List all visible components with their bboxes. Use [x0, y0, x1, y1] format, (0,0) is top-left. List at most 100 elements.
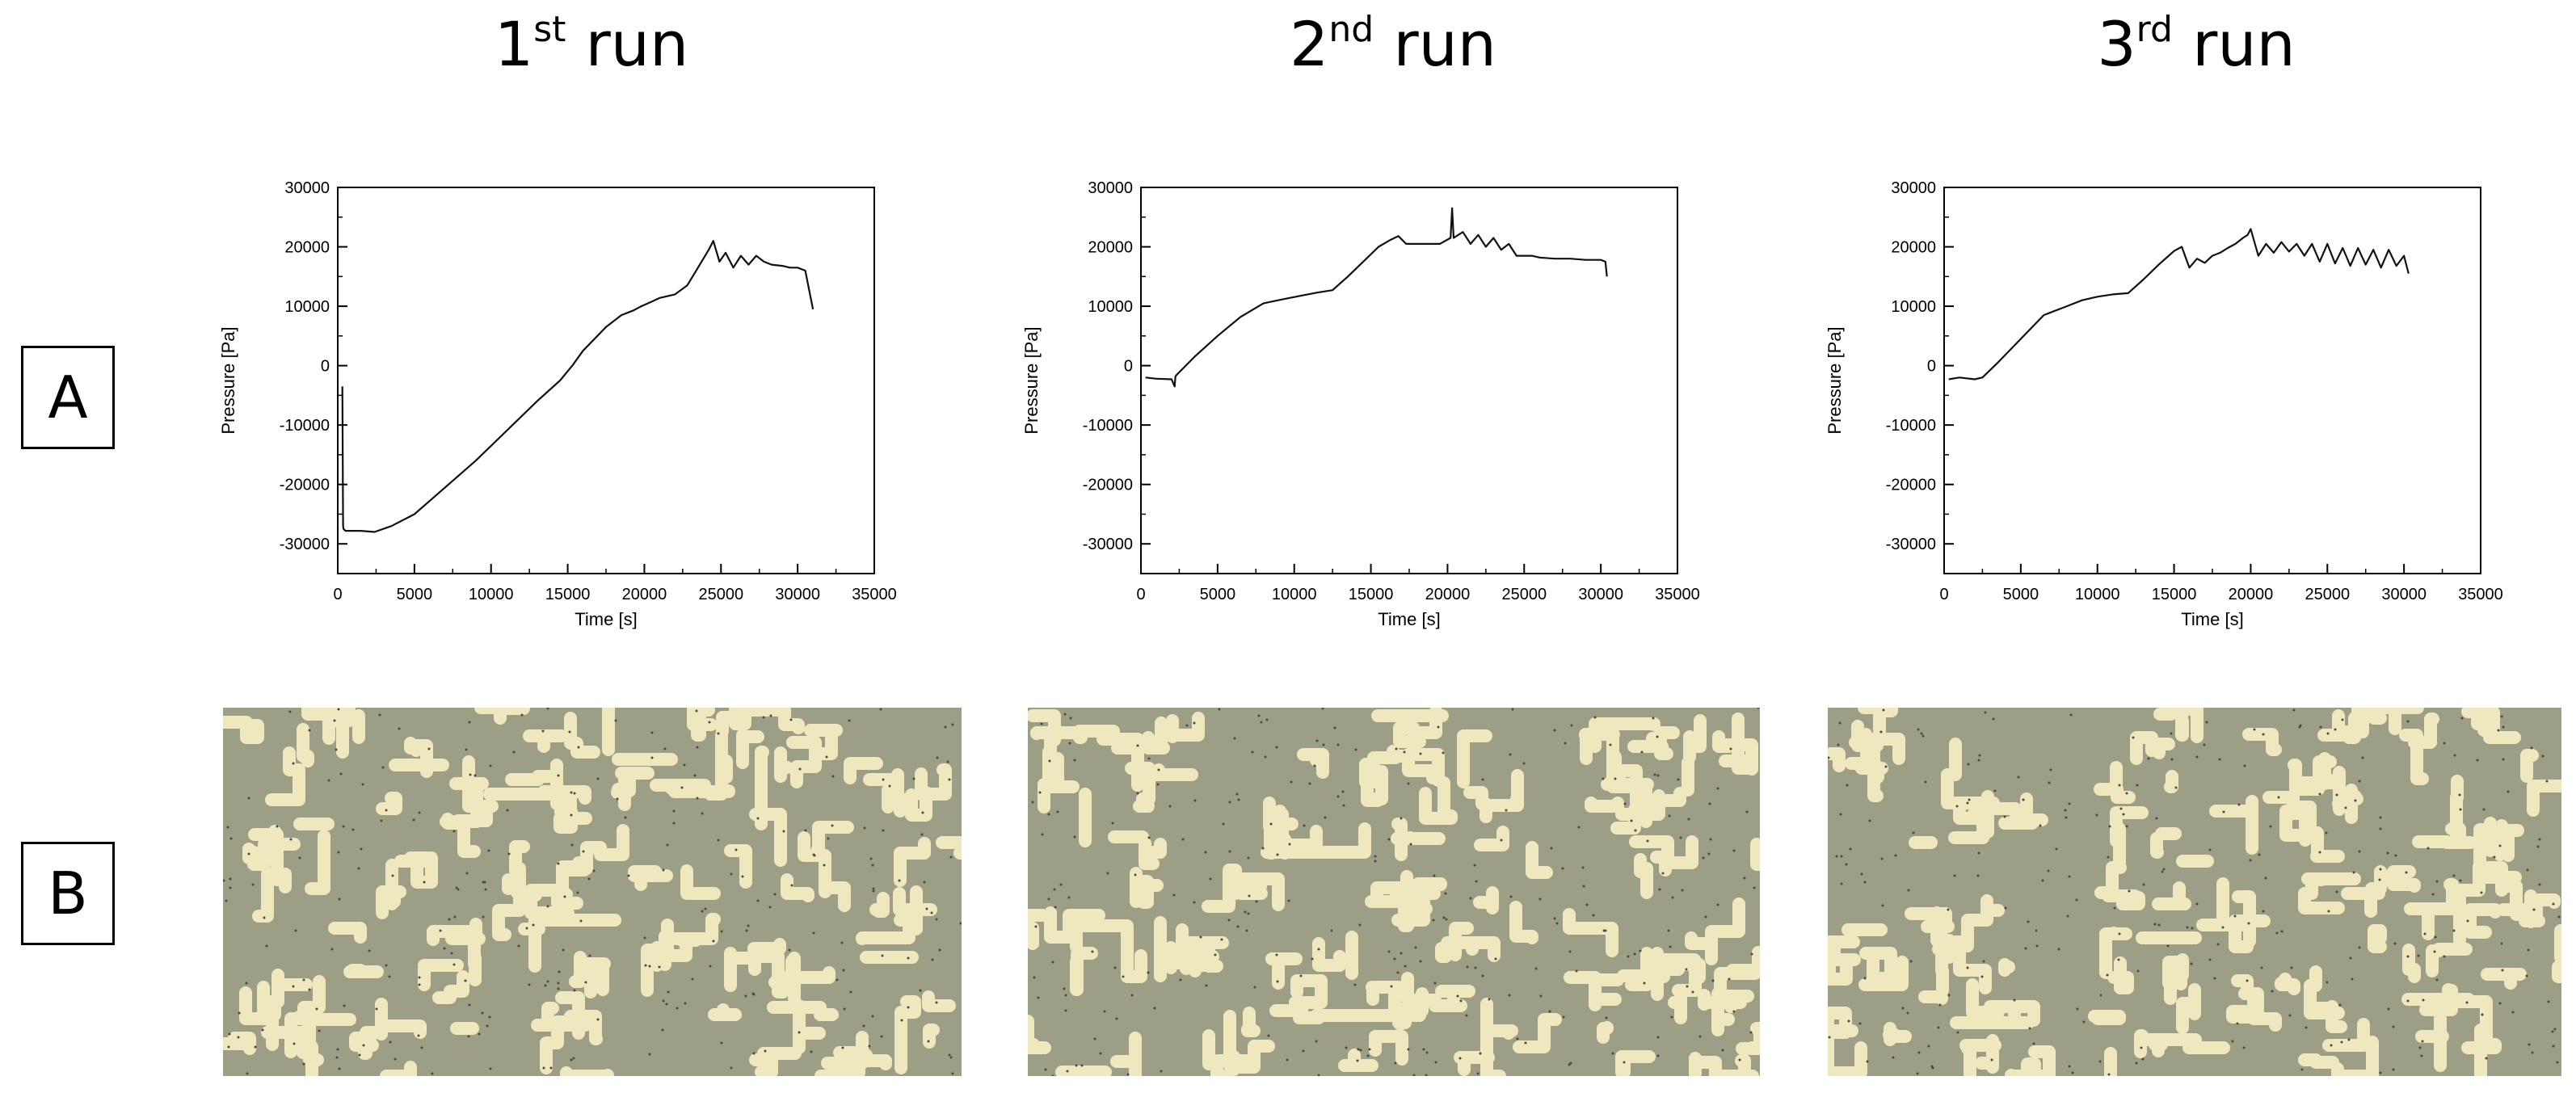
speck: [1193, 721, 1196, 725]
speck: [2233, 914, 2237, 918]
speck: [247, 797, 250, 800]
speck: [2361, 756, 2364, 759]
channel-path: [894, 995, 921, 1074]
y-tick-label: 0: [1927, 358, 1936, 376]
speck: [684, 1002, 687, 1005]
speck: [789, 718, 793, 721]
speck: [1967, 763, 1970, 766]
speck: [764, 1049, 767, 1053]
speck: [1860, 872, 1863, 876]
speck: [573, 792, 576, 795]
pressure-series-line: [341, 240, 814, 533]
speck: [741, 875, 744, 878]
speck: [2174, 786, 2178, 789]
speck: [308, 988, 311, 991]
speck: [2305, 1026, 2308, 1029]
channel-path: [2231, 974, 2264, 1020]
speck: [868, 1045, 871, 1048]
speck: [584, 981, 587, 984]
channel-path: [2419, 878, 2459, 915]
y-tick-label: 30000: [284, 179, 330, 197]
channel-path: [1719, 990, 1754, 1013]
channel-path: [1044, 906, 1105, 944]
speck: [1044, 1068, 1047, 1071]
x-tick-label: 20000: [1425, 586, 1471, 603]
speck: [2208, 848, 2212, 851]
speck: [448, 918, 451, 921]
speck: [1640, 750, 1644, 754]
speck: [907, 1006, 910, 1009]
speck: [1407, 782, 1410, 785]
speck: [693, 774, 697, 777]
speck: [2118, 784, 2121, 787]
speck: [360, 847, 363, 851]
speck: [2344, 806, 2347, 809]
speck: [951, 1072, 954, 1075]
speck: [507, 852, 511, 855]
speck: [1745, 810, 1749, 813]
speck: [1863, 977, 1867, 980]
speck: [298, 856, 301, 860]
speck: [2531, 1051, 2534, 1054]
speck: [872, 887, 875, 890]
speck: [2004, 906, 2007, 910]
x-tick-label: 5000: [2003, 586, 2039, 603]
speck: [1561, 867, 1564, 870]
speck: [2347, 1038, 2351, 1041]
speck: [1623, 802, 1627, 805]
speck: [1569, 1061, 1572, 1065]
speck: [2117, 958, 2120, 961]
channel-path: [2402, 944, 2421, 983]
speck: [2157, 923, 2161, 927]
speck: [2071, 1071, 2074, 1074]
speck: [1671, 896, 1674, 899]
plot-frame: [1943, 187, 2481, 574]
speck: [358, 1053, 361, 1057]
speck: [335, 748, 338, 751]
speck: [2420, 1054, 2423, 1057]
speck: [2530, 746, 2533, 750]
speck: [520, 713, 524, 717]
speck: [2047, 869, 2050, 872]
speck: [1743, 877, 1746, 880]
speck: [276, 825, 279, 828]
speck: [2392, 1068, 2395, 1071]
speck: [464, 979, 467, 982]
speck: [1091, 950, 1094, 953]
speck: [558, 970, 561, 973]
speck: [1059, 883, 1063, 886]
speck: [2153, 923, 2157, 926]
channel-path: [2153, 738, 2175, 759]
speck: [229, 886, 232, 889]
speck: [2161, 870, 2164, 873]
speck: [453, 915, 457, 919]
speck: [2022, 798, 2025, 801]
speck: [951, 723, 954, 726]
speck: [2405, 871, 2408, 874]
title-suffix: nd: [1328, 9, 1374, 50]
channel-path: [2288, 759, 2338, 796]
channel-path: [724, 944, 761, 992]
channel-path: [509, 840, 530, 877]
speck: [680, 786, 684, 789]
speck: [2136, 784, 2139, 787]
speck: [2107, 855, 2110, 859]
channel-path: [217, 1032, 256, 1055]
speck: [930, 911, 933, 914]
speck: [614, 719, 617, 722]
speck: [339, 772, 343, 776]
speck: [1287, 899, 1290, 902]
speck: [308, 729, 311, 732]
speck: [318, 1029, 321, 1032]
speck: [752, 1052, 756, 1055]
speck: [1953, 874, 1956, 877]
speck: [1204, 851, 1207, 854]
speck: [465, 872, 469, 875]
speck: [481, 1011, 484, 1015]
speck: [919, 989, 922, 992]
speck: [2125, 825, 2128, 828]
speck: [2351, 977, 2354, 981]
speck: [2247, 922, 2250, 925]
speck: [1901, 1007, 1905, 1010]
channel-path: [1719, 713, 1757, 775]
